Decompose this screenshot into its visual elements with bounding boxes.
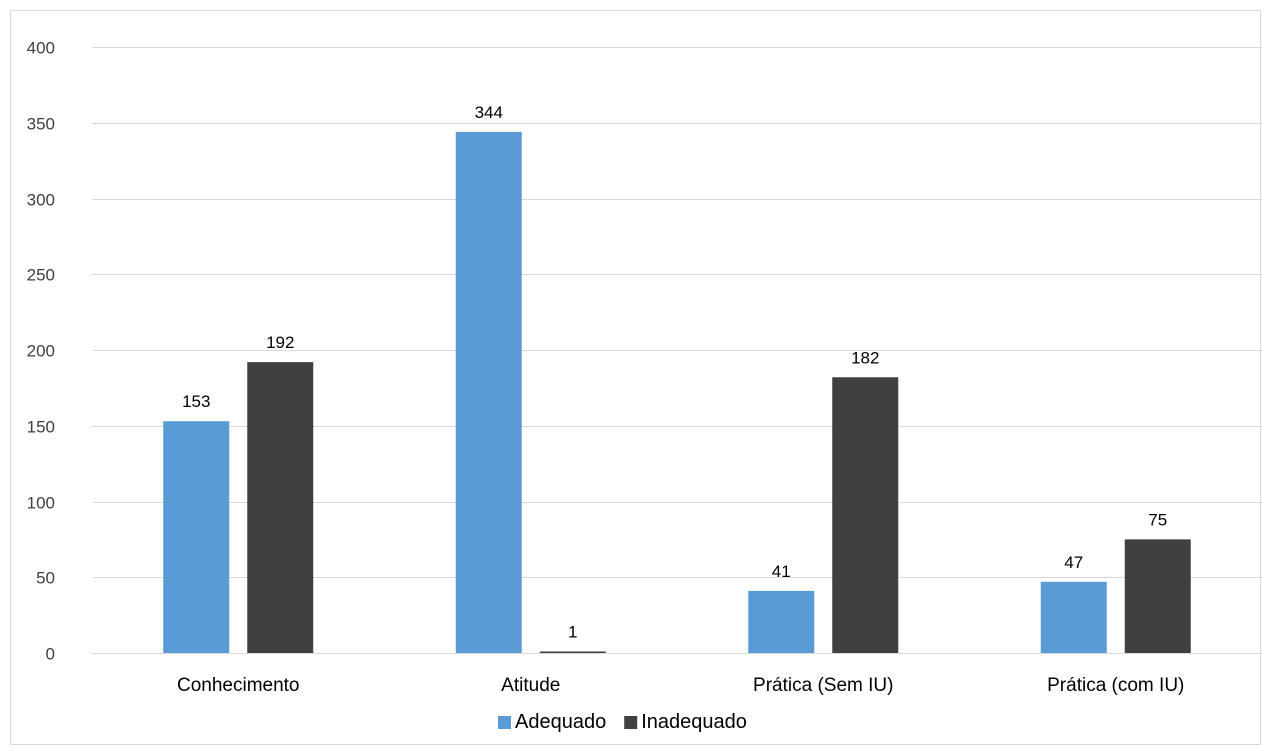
y-tick-label: 300 bbox=[27, 191, 55, 210]
data-labels: 153 192 344 1 41 182 47 75 bbox=[182, 103, 1167, 642]
y-tick-label: 400 bbox=[27, 39, 55, 58]
data-label: 344 bbox=[475, 103, 503, 122]
bar-inadequado-0 bbox=[247, 362, 314, 653]
bar-inadequado-2 bbox=[832, 377, 899, 653]
legend: Adequado Inadequado bbox=[498, 711, 747, 733]
y-tick-label: 200 bbox=[27, 342, 55, 361]
data-label: 47 bbox=[1064, 553, 1083, 572]
bar-adequado-3 bbox=[1040, 581, 1107, 653]
data-label: 192 bbox=[266, 333, 294, 352]
bars bbox=[163, 131, 1191, 654]
x-category-label: Prática (com IU) bbox=[1047, 675, 1184, 696]
bar-inadequado-1 bbox=[539, 651, 606, 653]
data-label: 75 bbox=[1148, 510, 1167, 529]
y-tick-label: 0 bbox=[46, 645, 55, 664]
legend-label-adequado: Adequado bbox=[515, 711, 606, 733]
y-axis-tick-labels: 0 50 100 150 200 250 300 350 400 bbox=[27, 39, 55, 664]
y-tick-label: 100 bbox=[27, 494, 55, 513]
bar-adequado-2 bbox=[748, 590, 815, 653]
y-tick-label: 50 bbox=[36, 569, 55, 588]
data-label: 182 bbox=[851, 348, 879, 367]
bar-adequado-1 bbox=[455, 131, 522, 654]
data-label: 153 bbox=[182, 392, 210, 411]
legend-swatch-adequado bbox=[498, 716, 511, 729]
y-tick-label: 250 bbox=[27, 266, 55, 285]
x-category-label: Conhecimento bbox=[177, 675, 300, 696]
y-tick-label: 350 bbox=[27, 115, 55, 134]
legend-label-inadequado: Inadequado bbox=[641, 711, 747, 733]
x-axis-category-labels: Conhecimento Atitude Prática (Sem IU) Práti… bbox=[177, 675, 1184, 696]
data-label: 1 bbox=[568, 622, 577, 641]
data-label: 41 bbox=[772, 562, 791, 581]
x-category-label: Prática (Sem IU) bbox=[753, 675, 893, 696]
legend-swatch-inadequado bbox=[624, 716, 638, 729]
x-category-label: Atitude bbox=[501, 675, 560, 696]
bar-adequado-0 bbox=[163, 421, 230, 653]
y-tick-label: 150 bbox=[27, 418, 55, 437]
bar-inadequado-3 bbox=[1124, 539, 1191, 653]
